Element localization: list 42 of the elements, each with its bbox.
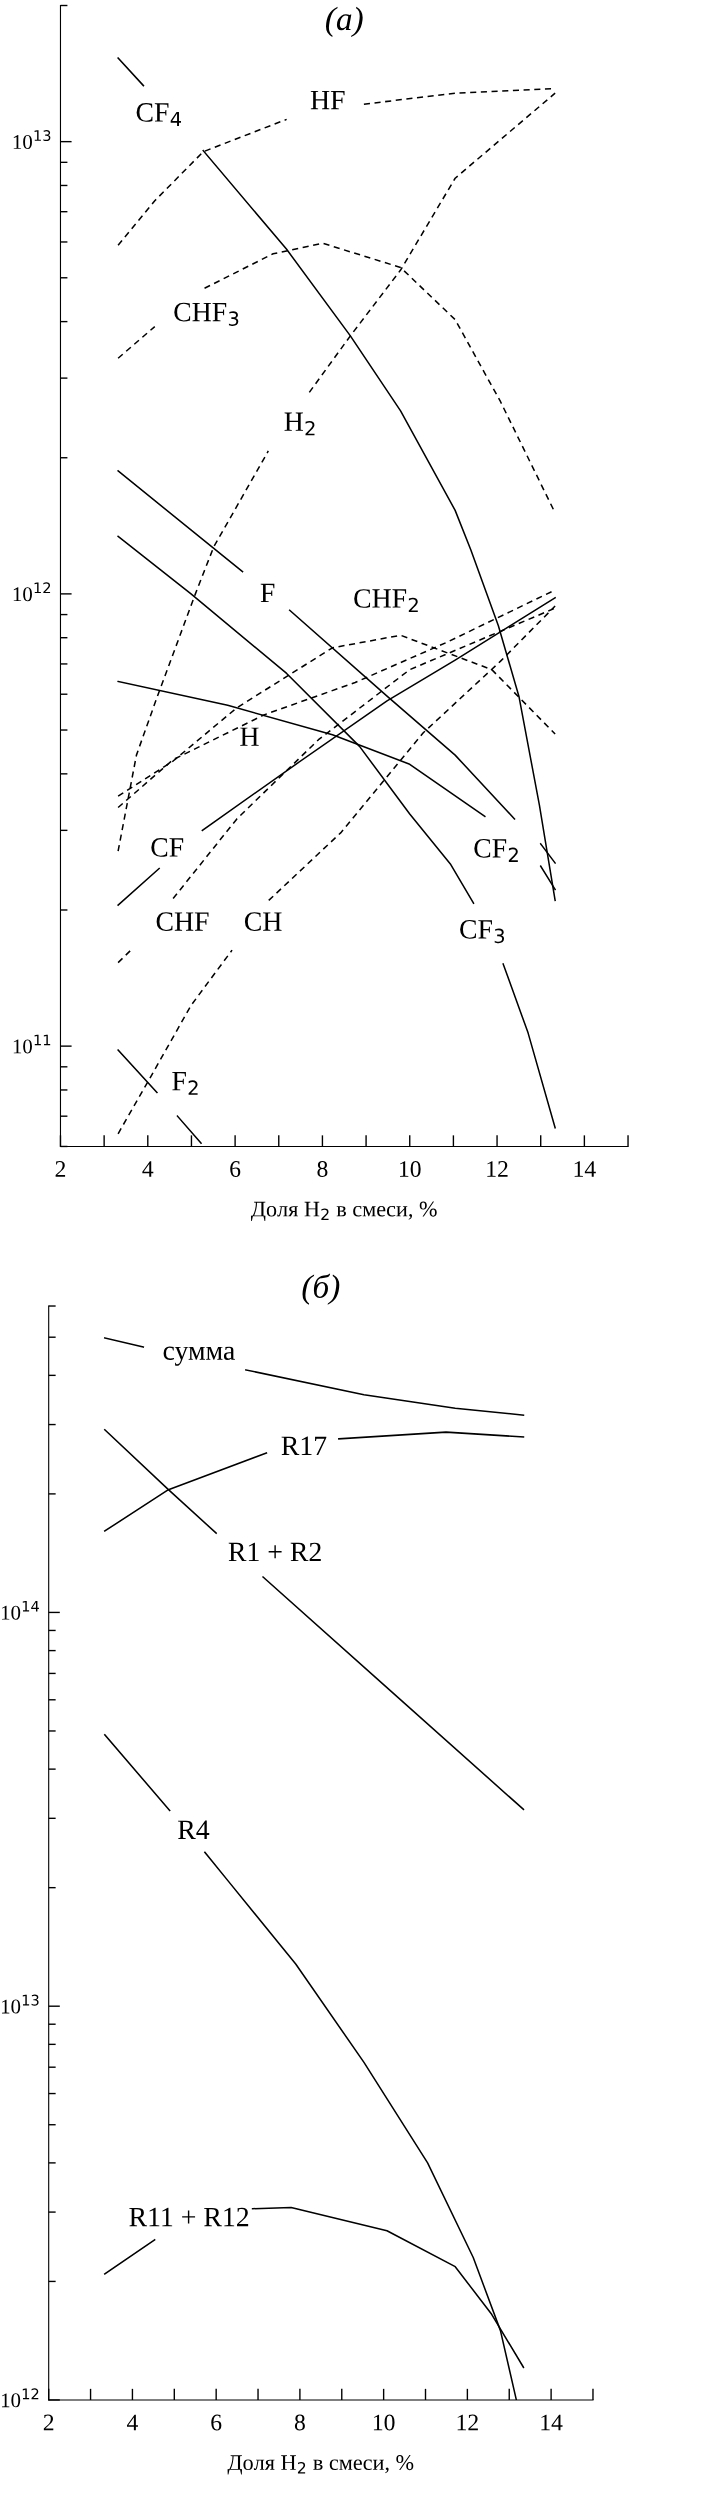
x-tick-label: 6 (230, 1161, 241, 1177)
y-tick-label: 10$^{12}$ (1, 2388, 39, 2408)
series-label: CHF (156, 912, 209, 931)
series-label: R1 + R2 (228, 1542, 321, 1562)
series-label: CHF$_{2}$ (354, 589, 418, 613)
series-label: CF (151, 838, 184, 857)
y-tick-label: 10$^{12}$ (13, 582, 51, 602)
x-tick-label: 8 (294, 2414, 305, 2431)
y-tick-label: 10$^{14}$ (1, 1600, 39, 1620)
x-tick-label: 10 (400, 1161, 421, 1177)
series-label: F$_{2}$ (172, 1072, 198, 1095)
y-tick-label: 10$^{11}$ (13, 1034, 51, 1054)
x-axis-title: Доля H$_{2}$ в смеси, % (227, 2455, 414, 2475)
chart-title: (б) (302, 1273, 340, 1305)
x-tick-label: 10 (373, 2414, 395, 2431)
y-tick-label: 10$^{13}$ (1, 1994, 39, 2014)
series-label: CF$_{2}$ (474, 839, 518, 862)
series-label: F (260, 583, 275, 603)
x-tick-label: 4 (126, 2414, 138, 2431)
x-axis-title: Доля H$_{2}$ в смеси, % (250, 1201, 437, 1222)
x-tick-label: 2 (55, 1161, 66, 1177)
series-label: H (240, 727, 259, 746)
x-tick-label: 12 (457, 2414, 478, 2431)
series-label: CF$_{3}$ (460, 920, 505, 944)
series-label: R4 (178, 1820, 210, 1839)
x-tick-label: 6 (211, 2414, 222, 2431)
series-label: сумма (163, 1346, 235, 1366)
series-label: CHF$_{3}$ (174, 302, 239, 326)
x-tick-label: 14 (541, 2414, 563, 2431)
x-tick-label: 12 (487, 1161, 508, 1177)
series-label: HF (310, 90, 345, 110)
series-label: R11 + R12 (129, 2207, 249, 2227)
y-tick-label: 10$^{13}$ (13, 130, 51, 150)
x-tick-label: 14 (574, 1161, 596, 1177)
chart-title: (а) (325, 6, 363, 38)
series-label: H$_{2}$ (284, 412, 315, 436)
x-tick-label: 8 (317, 1161, 328, 1177)
x-tick-label: 4 (142, 1161, 154, 1177)
series-label: CF$_{4}$ (136, 103, 181, 127)
series-label: CH (244, 912, 282, 931)
x-tick-label: 2 (43, 2414, 54, 2431)
series-label: R17 (281, 1436, 327, 1455)
